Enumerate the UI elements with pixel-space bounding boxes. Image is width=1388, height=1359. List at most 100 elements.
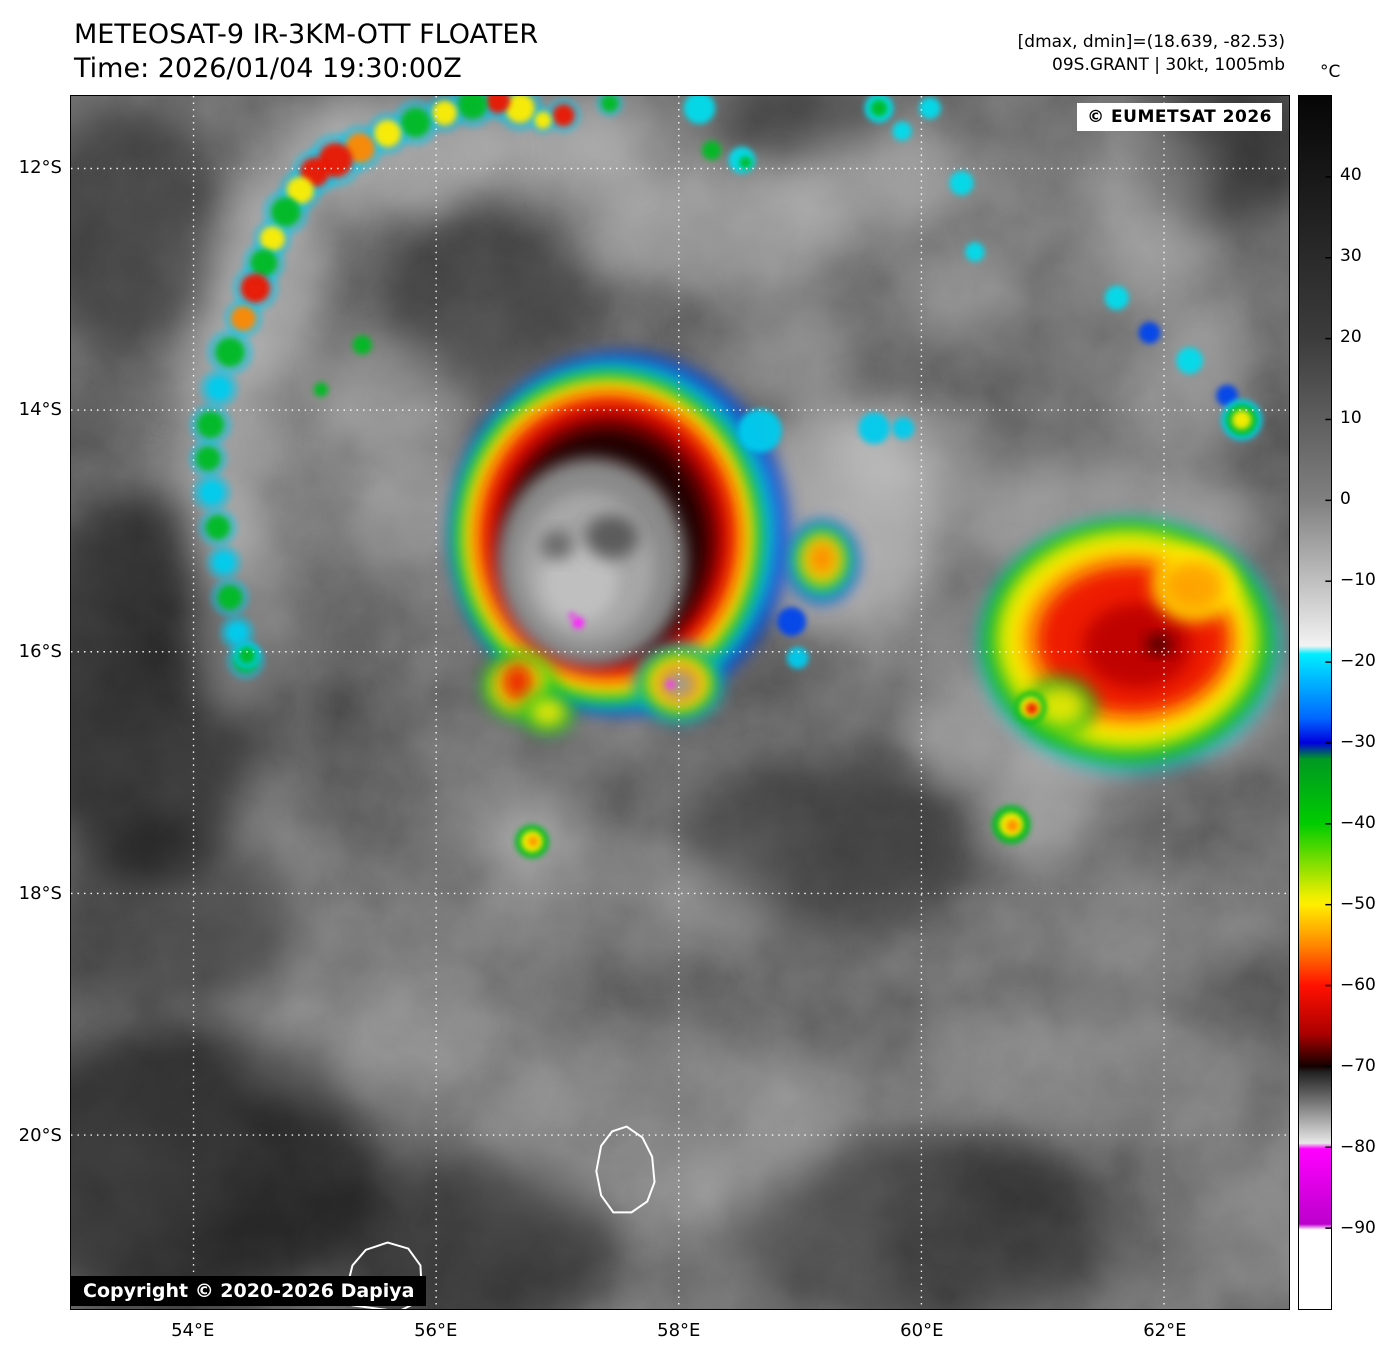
storm-layer <box>663 671 695 698</box>
convective-band-dot <box>240 273 270 303</box>
colorbar-tick-label: −30 <box>1340 732 1376 752</box>
convective-band-dot <box>215 337 245 367</box>
convective-spot <box>1138 321 1161 344</box>
colorbar-unit-label: °C <box>1320 62 1341 82</box>
colorbar-tick-label: 30 <box>1340 246 1362 266</box>
storm-info: 09S.GRANT | 30kt, 1005mb <box>1052 55 1285 75</box>
bright-cloud-region <box>229 989 473 1112</box>
storm-layer <box>540 530 575 560</box>
convective-spot <box>949 170 974 196</box>
convective-spot <box>313 382 329 397</box>
convective-spot <box>238 646 256 664</box>
convective-band-dot <box>260 226 285 251</box>
convective-spot <box>665 679 676 690</box>
colorbar-tick-label: −10 <box>1340 570 1376 590</box>
convective-band-dot <box>226 621 249 644</box>
storm-layer <box>1164 561 1225 610</box>
storm-layer <box>585 515 639 559</box>
colorbar-tick-label: −90 <box>1340 1218 1376 1238</box>
convective-spot <box>683 96 716 124</box>
lat-tick-label: 12°S <box>18 156 62 178</box>
dmax-dmin-readout: [dmax, dmin]=(18.639, -82.53) <box>1017 32 1285 52</box>
bright-cloud-region <box>1054 868 1274 991</box>
bright-cloud-region <box>314 337 461 459</box>
convective-spot <box>1176 347 1203 374</box>
lon-tick-label: 54°E <box>171 1320 215 1341</box>
lat-tick-label: 16°S <box>18 640 62 662</box>
convective-band-dot <box>552 104 575 127</box>
convective-spot <box>738 408 782 453</box>
temperature-colorbar <box>1298 95 1332 1310</box>
lat-tick-label: 18°S <box>18 882 62 904</box>
colorbar-tick-label: 10 <box>1340 408 1362 428</box>
convective-spot <box>777 606 807 637</box>
bright-cloud-region <box>1091 107 1213 302</box>
colorbar-tick-label: −80 <box>1340 1137 1376 1157</box>
storm-layer <box>1082 603 1192 689</box>
convective-band-dot <box>250 249 278 277</box>
product-time: Time: 2026/01/04 19:30:00Z <box>74 53 462 84</box>
convective-band-dot <box>374 120 401 147</box>
title-block: METEOSAT-9 IR-3KM-OTT FLOATER Time: 2026… <box>74 18 538 86</box>
colorbar-tick-label: 40 <box>1340 165 1362 185</box>
convective-band-dot <box>195 446 221 471</box>
dark-cloud-region <box>739 1134 1104 1309</box>
info-block: [dmax, dmin]=(18.639, -82.53) 09S.GRANT … <box>1018 31 1285 77</box>
bright-cloud-region <box>690 313 861 411</box>
convective-band-dot <box>217 585 243 610</box>
colorbar-tick-label: −60 <box>1340 975 1376 995</box>
convective-spot <box>1006 819 1019 832</box>
bright-cloud-region <box>484 1025 849 1220</box>
bright-cloud-region <box>957 1001 1249 1148</box>
convective-spot <box>965 242 985 262</box>
convective-spot <box>892 417 915 440</box>
convective-spot <box>858 412 890 445</box>
bright-cloud-region <box>775 125 970 236</box>
convective-spot <box>918 97 941 119</box>
product-title: METEOSAT-9 IR-3KM-OTT FLOATER <box>74 19 539 50</box>
convective-spot <box>739 156 752 169</box>
convective-spot <box>572 616 585 629</box>
convective-band-dot <box>212 551 235 574</box>
coastline-mauritius <box>595 1125 656 1214</box>
lat-tick-label: 14°S <box>18 398 62 420</box>
bright-cloud-region <box>897 240 1019 338</box>
storm-layer <box>1036 686 1086 726</box>
convective-spot <box>568 611 576 620</box>
colorbar-gradient <box>1299 96 1331 1309</box>
storm-layer <box>807 540 837 577</box>
convective-spot <box>1104 285 1129 310</box>
colorbar-tick-label: −20 <box>1340 651 1376 671</box>
storm-layer <box>540 540 619 623</box>
convective-band-dot <box>534 111 552 129</box>
convective-band-dot <box>432 100 457 126</box>
convective-spot <box>892 121 912 141</box>
convective-band-dot <box>345 133 375 163</box>
convective-band-dot <box>457 96 488 120</box>
satellite-image <box>70 95 1290 1310</box>
lon-tick-label: 60°E <box>900 1320 944 1341</box>
lon-tick-label: 58°E <box>657 1320 701 1341</box>
lon-tick-label: 56°E <box>414 1320 458 1341</box>
convective-band-dot <box>505 96 535 123</box>
convective-spot <box>1231 410 1252 430</box>
convective-spot <box>1216 384 1239 407</box>
coastline-reunion <box>346 1241 423 1309</box>
convective-spot <box>1025 702 1038 715</box>
colorbar-tick-label: −40 <box>1340 813 1376 833</box>
colorbar-tick-label: −50 <box>1340 894 1376 914</box>
storm-layer <box>1147 634 1172 655</box>
convective-band-dot <box>231 306 256 331</box>
colorbar-tick-label: 0 <box>1340 489 1351 509</box>
colorbar-tick-label: −70 <box>1340 1056 1376 1076</box>
storm-layer <box>529 697 566 727</box>
convective-spot <box>701 140 722 161</box>
lat-tick-label: 20°S <box>18 1124 62 1146</box>
convective-band-dot <box>400 108 431 138</box>
bright-cloud-region <box>472 844 788 967</box>
bright-cloud-region <box>1127 313 1249 459</box>
colorbar-tick-label: 20 <box>1340 327 1362 347</box>
eumetsat-credit-badge: © EUMETSAT 2026 <box>1077 103 1282 131</box>
convective-band-dot <box>286 176 314 204</box>
